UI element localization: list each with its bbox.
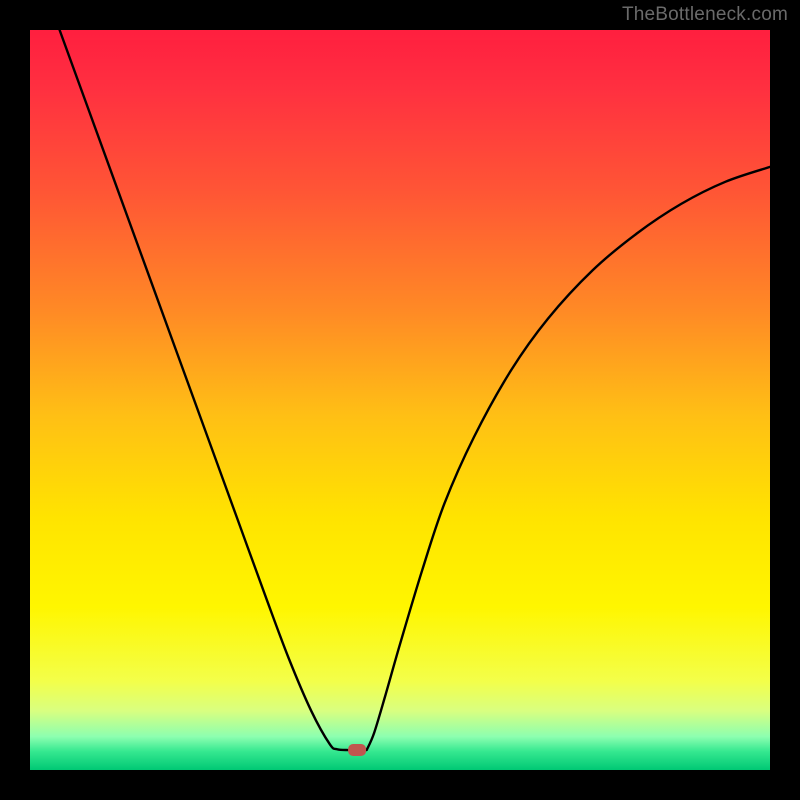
chart-svg xyxy=(0,0,800,800)
plot-gradient-background xyxy=(30,30,770,770)
optimal-marker xyxy=(348,744,366,756)
watermark-text: TheBottleneck.com xyxy=(622,4,788,26)
bottleneck-chart: TheBottleneck.com xyxy=(0,0,800,800)
